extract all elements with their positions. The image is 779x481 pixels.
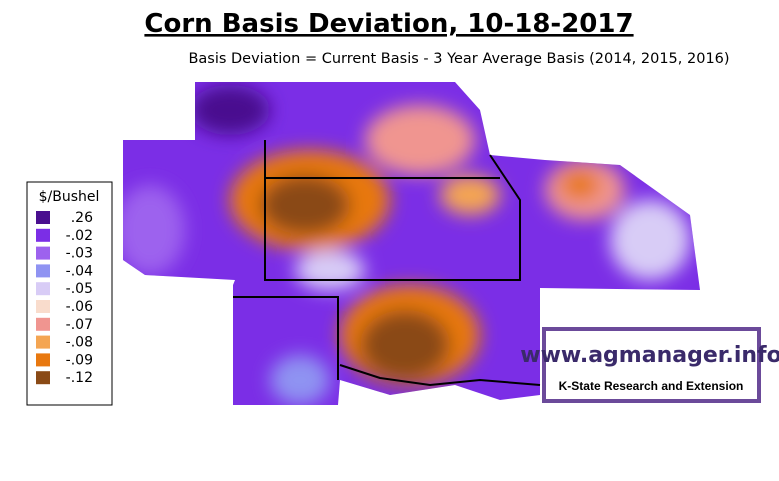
state-borders bbox=[233, 140, 541, 387]
legend-swatch bbox=[36, 228, 50, 242]
subtitle: Basis Deviation = Current Basis - 3 Year… bbox=[188, 51, 729, 67]
legend-label: -.07 bbox=[66, 317, 93, 333]
legend-label: -.04 bbox=[66, 263, 93, 279]
legend-label: .26 bbox=[71, 210, 93, 226]
legend-swatch bbox=[36, 246, 50, 260]
legend-label: -.05 bbox=[66, 281, 93, 297]
legend-title: $/Bushel bbox=[39, 189, 100, 205]
legend-swatch bbox=[36, 371, 50, 385]
logo-url: www.agmanager.info bbox=[520, 343, 779, 368]
legend: $/Bushel .26 -.02 -.03-.04 -.05 -.06 -.07 -.08… bbox=[26, 181, 113, 406]
legend-label: -.08 bbox=[66, 335, 93, 351]
logo-org: K-State Research and Extension bbox=[559, 379, 744, 393]
title: Corn Basis Deviation, 10-18-2017 bbox=[144, 9, 633, 39]
legend-label: -.09 bbox=[66, 352, 93, 368]
branding: www.agmanager.info K-State Research and … bbox=[520, 327, 779, 403]
legend-label: -.12 bbox=[66, 370, 93, 386]
legend-swatch bbox=[36, 335, 50, 349]
legend-swatch bbox=[36, 317, 50, 331]
legend-label: -.02 bbox=[66, 228, 93, 244]
legend-swatch bbox=[36, 264, 50, 278]
legend-swatch bbox=[36, 211, 50, 224]
legend-label: -.03 bbox=[66, 246, 93, 262]
legend-swatch bbox=[36, 300, 50, 313]
legend-swatch bbox=[36, 353, 50, 367]
legend-label: -.06 bbox=[66, 299, 93, 315]
logo-box bbox=[542, 327, 761, 403]
legend-swatch bbox=[36, 282, 50, 296]
